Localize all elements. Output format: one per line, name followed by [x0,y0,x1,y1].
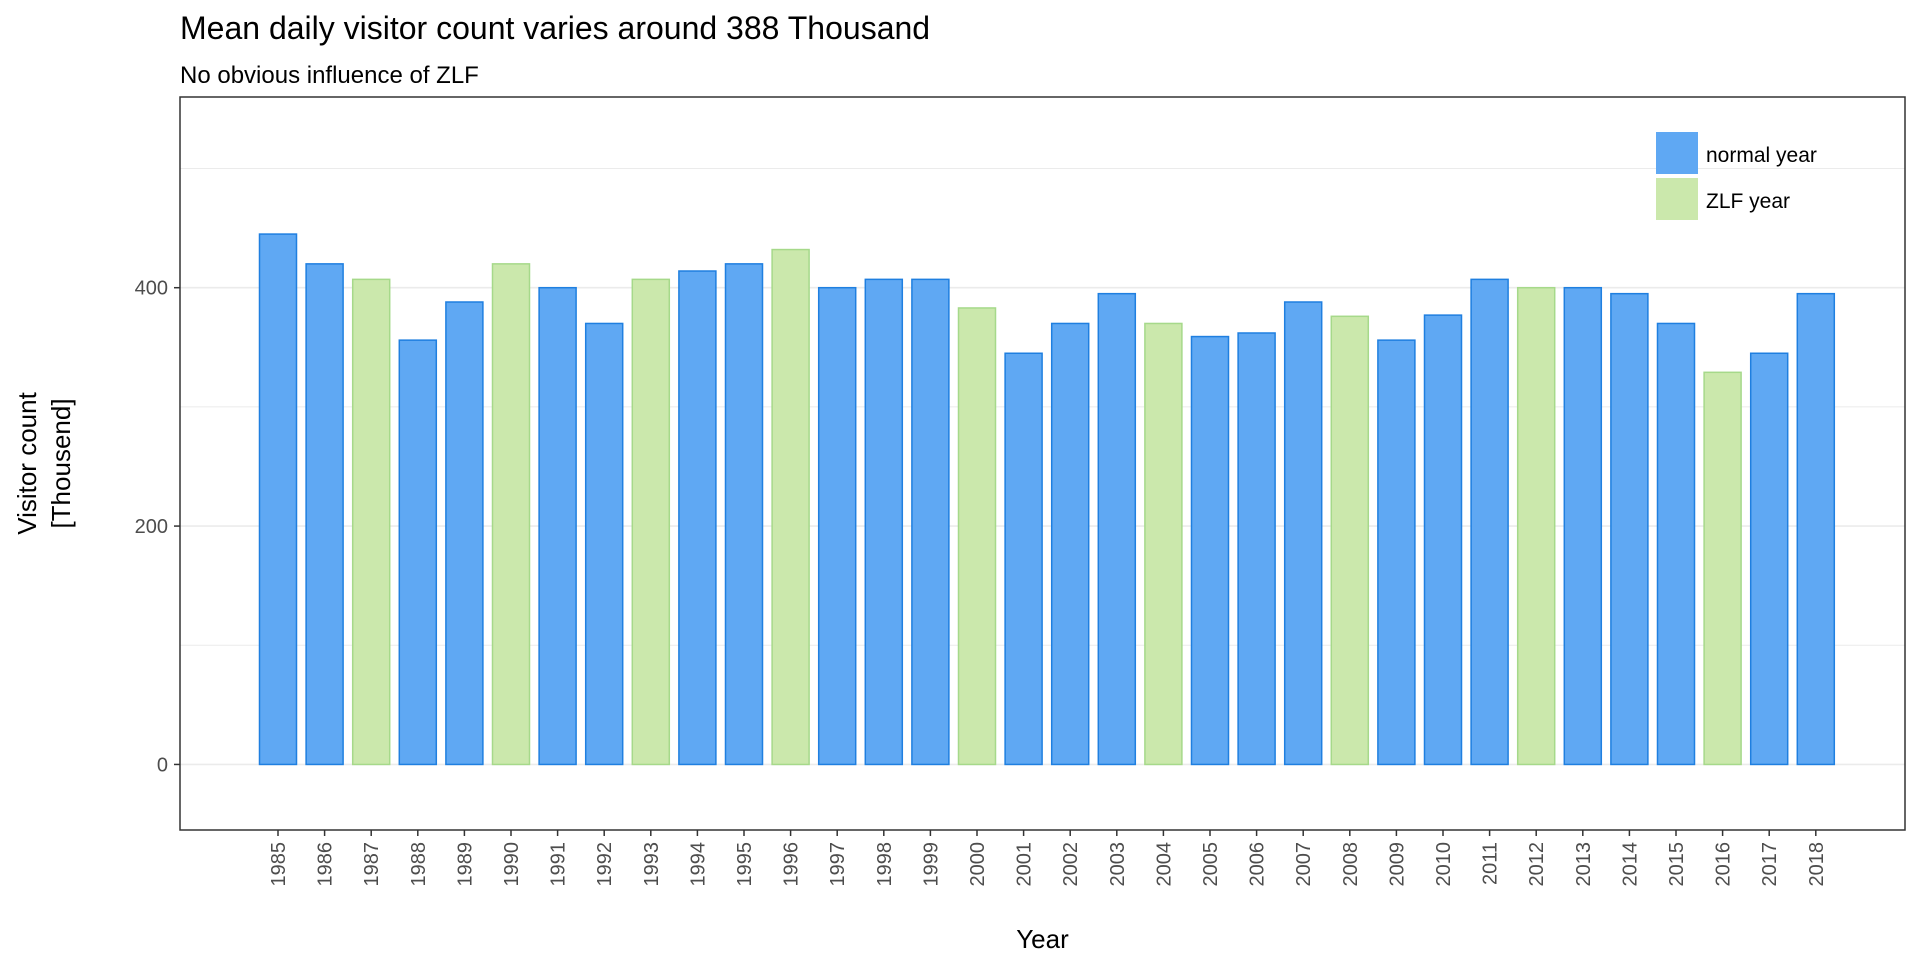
x-tick-label: 2007 [1293,842,1315,887]
bar-1998 [864,278,904,766]
chart-title: Mean daily visitor count varies around 3… [180,10,931,46]
bar-1996 [771,248,810,766]
x-tick-label: 1997 [827,842,849,887]
x-axis: 1985 1986 1987 1988 1989 1990 1991 1992 1993 1994… [268,830,1828,887]
panel-border [179,96,1906,831]
bar-2017 [1749,352,1789,766]
x-tick-label: 2002 [1060,842,1082,887]
x-tick-label: 1988 [408,842,430,887]
x-tick-label: 2000 [967,842,989,887]
x-tick-label: 2011 [1480,842,1502,885]
bar-2005 [1190,335,1230,766]
legend-label-normal-year: normal year [1706,144,1817,167]
x-tick-label: 2009 [1386,842,1408,887]
y-axis-title-line1: Visitor count [12,391,42,534]
bar-2011 [1470,278,1509,766]
x-tick-label: 2010 [1433,842,1455,887]
y-axis-title-line2: [Thousend] [46,398,76,528]
y-tick-label: 0 [157,754,168,776]
legend-swatch-zlf-year [1656,178,1698,220]
bar-1999 [911,278,950,766]
x-tick-label: 1989 [454,842,476,887]
x-axis-title: Year [1016,924,1069,954]
bar-1993 [631,278,671,766]
legend-label-zlf-year: ZLF year [1706,190,1790,213]
x-tick-label: 2016 [1713,842,1735,887]
y-axis: 0 200 400 [135,278,180,776]
bar-1991 [538,286,577,766]
bar-1994 [678,270,717,766]
bar-2006 [1237,332,1276,766]
x-tick-label: 2006 [1247,842,1269,887]
bar-2009 [1377,339,1416,766]
x-tick-label: 1985 [268,842,290,887]
x-tick-label: 1987 [361,842,383,887]
x-tick-label: 2003 [1107,842,1129,887]
bar-2013 [1563,286,1603,766]
x-tick-label: 2004 [1153,842,1175,887]
x-tick-label: 2013 [1573,842,1595,887]
x-tick-label: 2015 [1666,842,1688,887]
bar-2018 [1796,292,1836,766]
legend: normal year ZLF year [1656,132,1817,220]
bars [258,233,1836,766]
bar-1990 [491,263,531,766]
bar-1997 [817,286,857,766]
bar-2001 [1004,352,1043,766]
x-tick-label: 1996 [781,842,803,887]
bar-1995 [724,263,764,766]
x-tick-label: 2018 [1806,842,1828,887]
x-tick-label: 1994 [687,842,709,887]
y-tick-label: 200 [135,516,168,538]
legend-swatch-normal-year [1656,132,1698,174]
bar-1987 [351,278,391,766]
bar-2003 [1097,292,1137,766]
bar-2004 [1144,322,1183,766]
bar-2000 [957,307,997,766]
bar-2016 [1703,371,1742,766]
y-tick-label: 400 [135,278,168,300]
bar-2015 [1656,322,1696,766]
x-tick-label: 1999 [920,842,942,887]
x-tick-label: 1991 [548,842,570,887]
x-tick-label: 1993 [641,842,663,887]
x-tick-label: 1986 [315,842,337,887]
bar-2012 [1516,286,1556,766]
bar-1988 [398,339,438,766]
x-tick-label: 2012 [1526,842,1548,887]
bar-1985 [258,233,298,766]
x-tick-label: 2014 [1619,842,1641,887]
chart-subtitle: No obvious influence of ZLF [180,62,479,89]
x-tick-label: 1992 [594,842,616,887]
bar-2002 [1050,322,1090,766]
x-tick-label: 2005 [1200,842,1222,887]
x-tick-label: 2001 [1014,842,1036,887]
bar-1989 [445,301,484,766]
bar-2014 [1610,292,1649,766]
x-tick-label: 2017 [1759,842,1781,887]
bar-2007 [1283,301,1323,766]
bar-2010 [1423,314,1463,766]
x-tick-label: 1998 [874,842,896,887]
x-tick-label: 2008 [1340,842,1362,887]
x-tick-label: 1995 [734,842,756,887]
bar-1992 [584,322,624,766]
bar-2008 [1330,315,1370,766]
bar-1986 [305,263,344,766]
x-tick-label: 1990 [501,842,523,887]
